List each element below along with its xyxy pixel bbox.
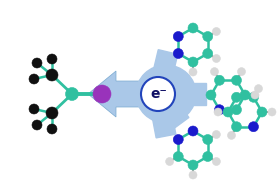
- Circle shape: [223, 107, 233, 117]
- Circle shape: [203, 32, 213, 42]
- Circle shape: [29, 74, 39, 84]
- FancyArrow shape: [148, 92, 176, 138]
- Circle shape: [232, 122, 242, 132]
- Circle shape: [93, 85, 111, 103]
- Circle shape: [188, 126, 198, 136]
- Circle shape: [188, 57, 198, 67]
- Circle shape: [232, 105, 242, 115]
- Circle shape: [46, 69, 58, 81]
- Circle shape: [268, 108, 276, 116]
- Circle shape: [141, 77, 175, 111]
- Circle shape: [215, 105, 225, 115]
- Circle shape: [166, 157, 174, 166]
- Circle shape: [173, 32, 183, 42]
- Circle shape: [32, 120, 42, 130]
- Circle shape: [249, 122, 259, 132]
- Circle shape: [66, 88, 78, 101]
- Circle shape: [206, 90, 216, 100]
- Circle shape: [257, 107, 267, 117]
- Circle shape: [212, 28, 220, 36]
- Circle shape: [188, 160, 198, 170]
- FancyArrow shape: [149, 88, 189, 131]
- Circle shape: [212, 54, 220, 63]
- Circle shape: [188, 23, 198, 33]
- Circle shape: [47, 124, 57, 134]
- Circle shape: [251, 91, 259, 99]
- Circle shape: [210, 68, 219, 76]
- Circle shape: [227, 131, 235, 139]
- FancyArrow shape: [148, 50, 178, 96]
- Circle shape: [254, 85, 262, 93]
- FancyArrow shape: [158, 83, 206, 105]
- Ellipse shape: [136, 65, 196, 123]
- Circle shape: [203, 152, 213, 161]
- Circle shape: [203, 49, 213, 59]
- Circle shape: [214, 108, 222, 116]
- Circle shape: [173, 49, 183, 59]
- Circle shape: [215, 75, 225, 85]
- Circle shape: [173, 152, 183, 161]
- Circle shape: [232, 75, 242, 85]
- Circle shape: [240, 90, 250, 100]
- Circle shape: [203, 135, 213, 145]
- Circle shape: [249, 92, 259, 102]
- Text: e⁻: e⁻: [151, 87, 167, 101]
- Circle shape: [212, 157, 220, 166]
- Circle shape: [189, 171, 197, 179]
- Circle shape: [32, 58, 42, 68]
- Circle shape: [189, 68, 197, 76]
- Circle shape: [47, 54, 57, 64]
- Circle shape: [212, 130, 220, 139]
- Circle shape: [173, 135, 183, 145]
- Circle shape: [237, 68, 245, 76]
- FancyArrow shape: [88, 71, 158, 117]
- Circle shape: [232, 92, 242, 102]
- Circle shape: [29, 104, 39, 114]
- Circle shape: [46, 107, 58, 119]
